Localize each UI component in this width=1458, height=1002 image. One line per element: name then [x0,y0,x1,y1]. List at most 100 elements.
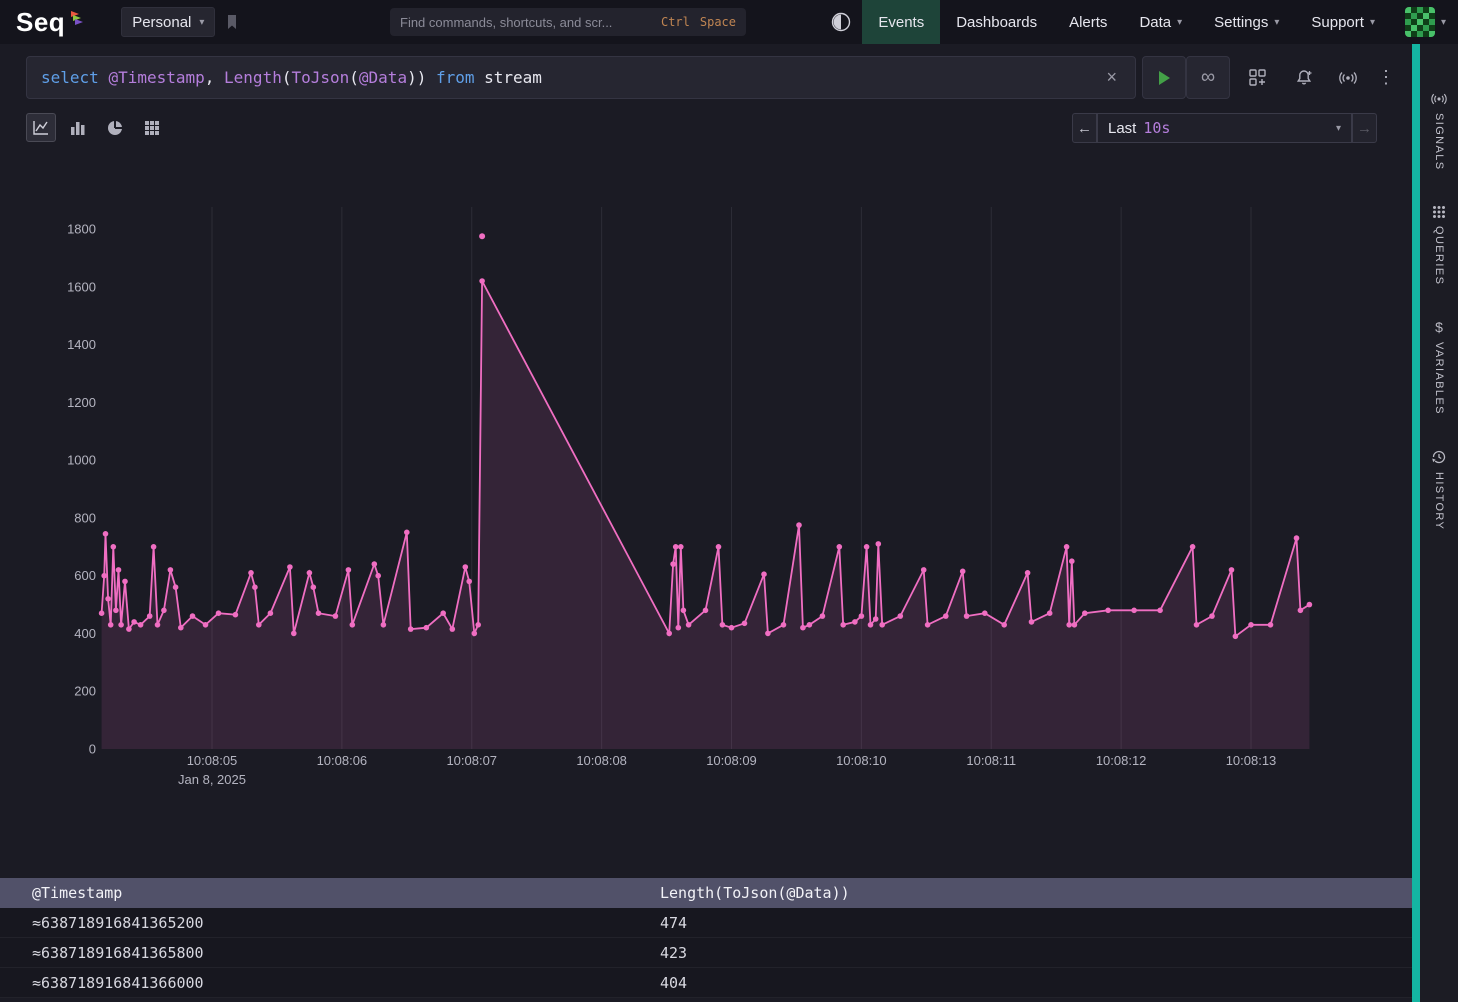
grid-view-button[interactable] [137,113,167,142]
key-space: Space [699,15,736,29]
line-chart-icon [33,120,48,135]
data-point [806,622,813,628]
data-point [702,607,709,614]
y-tick-label: 1000 [67,453,96,468]
create-alert-button[interactable] [1282,56,1326,99]
table-row[interactable]: ≈638718916841366000 404 [0,968,1412,998]
data-point [879,622,885,628]
seq-logo-flag-icon [71,10,84,25]
table-cell: 404 [660,973,688,992]
command-search[interactable]: Find commands, shortcuts, and scr... Ctr… [390,8,746,36]
query-token: ( [349,68,359,87]
rail-item-history[interactable]: HISTORY [1431,449,1447,530]
data-point [982,610,988,616]
nav-item-label: Settings [1214,13,1269,31]
data-point [1209,613,1215,619]
results-table: @Timestamp Length(ToJson(@Data)) ≈6387189… [0,878,1412,998]
table-row[interactable]: ≈638718916841365200 474 [0,908,1412,938]
data-point [819,613,826,619]
data-point [1001,622,1007,628]
table-row[interactable]: ≈638718916841365800 423 [0,938,1412,968]
y-tick-label: 800 [74,510,96,525]
data-point [215,610,222,616]
nav-item-settings[interactable]: Settings ▾ [1198,0,1295,44]
nav-item-events[interactable]: Events [862,0,941,44]
nav-right: Events Dashboards Alerts Data ▾ Settings ▾ Supp… [826,0,1458,44]
moon-icon [832,12,851,32]
rail-label-signals: SIGNALS [1433,113,1445,171]
data-point [741,620,748,627]
x-tick-label: 10:08:09 [706,753,757,768]
rail-label-queries: QUERIES [1433,225,1445,285]
data-point [1071,622,1078,628]
line-chart-button[interactable] [26,113,56,142]
data-point [107,622,114,628]
data-point [1024,570,1031,576]
data-point [1267,622,1274,628]
data-point [1189,544,1196,550]
nav-item-alerts[interactable]: Alerts [1053,0,1123,44]
seq-logo[interactable]: Seq [16,7,85,38]
query-menu-button[interactable]: ⋮ [1364,56,1408,99]
nav-item-data[interactable]: Data ▾ [1123,0,1198,44]
chevron-down-icon: ▾ [1369,16,1375,28]
table-cell: 474 [660,913,688,932]
range-forward-button[interactable]: → [1352,113,1377,143]
nav-item-dashboards[interactable]: Dashboards [940,0,1053,44]
data-point [449,626,456,632]
data-point [672,544,679,550]
kebab-icon: ⋮ [1377,67,1395,87]
data-point [252,584,258,590]
clear-query-icon[interactable]: × [1106,67,1117,87]
rail-item-signals[interactable]: SIGNALS [1430,92,1448,171]
table-cell: 423 [660,943,688,962]
data-point [1028,619,1035,625]
data-point [963,613,970,619]
column-header: Length(ToJson(@Data)) [660,884,850,902]
data-point [1063,544,1070,550]
infinity-icon: ∞ [1200,66,1216,88]
time-range-selector[interactable]: Last 10s ▾ [1097,113,1352,143]
rail-item-queries[interactable]: QUERIES [1432,205,1446,285]
y-tick-label: 1200 [67,395,96,410]
data-point [1193,622,1200,628]
pie-chart-button[interactable] [100,113,130,142]
chevron-down-icon: ▾ [1177,16,1183,28]
nav-item-label: Dashboards [956,13,1038,31]
events-timeseries-chart[interactable]: 10:08:05 Jan 8, 2025 10:08:06 10:08:07 10:08… [0,155,1412,815]
follow-stream-button[interactable]: ∞ [1186,56,1230,99]
range-back-button[interactable]: ← [1072,113,1097,143]
data-point [105,596,111,602]
chevron-down-icon: ▾ [199,16,205,28]
data-point [836,544,843,550]
bookmark-icon[interactable] [225,14,239,30]
data-point [267,610,274,616]
signal-button[interactable] [1326,56,1370,99]
nav-item-support[interactable]: Support ▾ [1295,0,1391,44]
data-point [101,572,107,579]
run-query-button[interactable] [1142,56,1186,99]
user-menu[interactable]: ▾ [1404,7,1446,37]
queries-icon [1433,205,1445,218]
data-point [959,568,966,575]
data-point [858,613,865,619]
rail-item-variables[interactable]: $ VARIABLES [1433,319,1445,415]
query-token: ( [281,68,292,87]
query-editor[interactable]: select @Timestamp, Length(ToJson(@Data))… [26,56,1136,99]
y-tick-label: 1400 [67,337,96,352]
data-point [479,278,485,284]
query-text: select @Timestamp, Length(ToJson(@Data))… [41,68,542,87]
query-token: select [41,68,109,87]
add-to-dashboard-button[interactable] [1236,56,1280,99]
x-tick-label: 10:08:07 [446,753,497,768]
data-point [154,622,161,628]
workspace-selector[interactable]: Personal ▾ [121,7,216,37]
command-search-placeholder: Find commands, shortcuts, and scr... [400,14,613,30]
data-point [172,584,179,590]
nav-item-label: Events [878,13,925,31]
x-tick-label: 10:08:08 [576,753,627,768]
theme-toggle[interactable] [826,7,856,37]
bar-chart-button[interactable] [63,113,93,142]
data-point [728,624,735,631]
data-point [761,571,767,577]
